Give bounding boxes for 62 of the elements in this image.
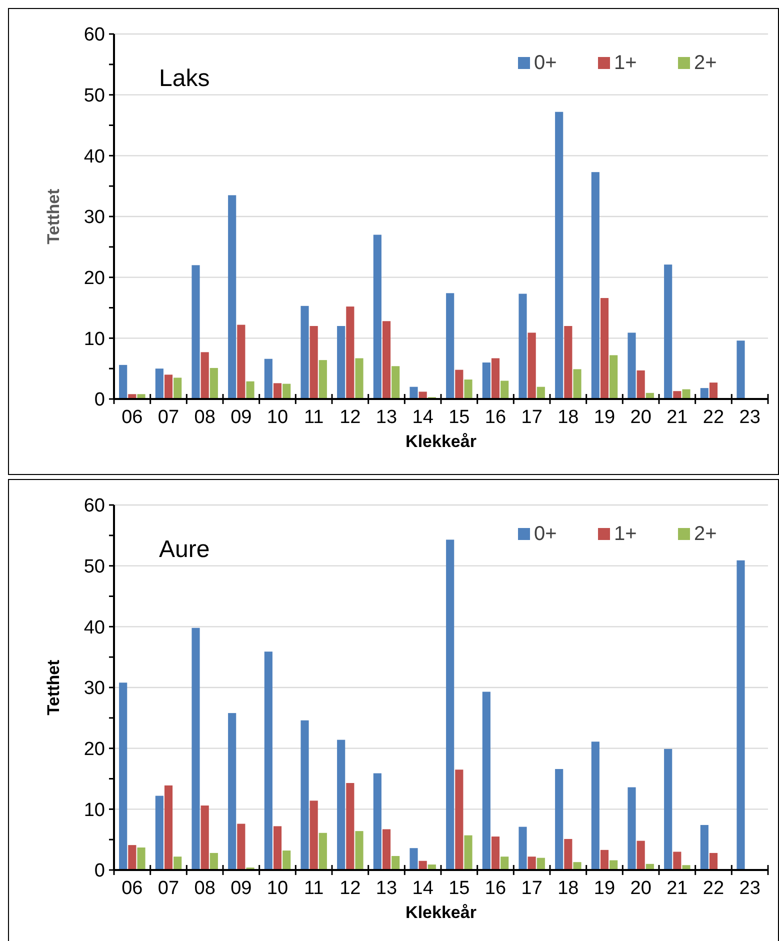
- y-tick-label: 30: [84, 207, 105, 228]
- x-axis-title: Klekkeår: [406, 903, 477, 922]
- legend-label: 1+: [614, 52, 637, 74]
- x-tick-label: 06: [122, 407, 143, 428]
- x-tick-label: 11: [304, 407, 324, 428]
- y-tick-label: 50: [84, 85, 105, 106]
- x-tick-label: 09: [230, 878, 252, 899]
- x-tick-label: 12: [340, 878, 361, 899]
- x-tick-label: 07: [158, 407, 180, 428]
- y-tick-label: 60: [84, 496, 105, 517]
- x-tick-label: 13: [376, 407, 398, 428]
- x-tick-label: 14: [412, 407, 434, 428]
- x-tick-label: 07: [158, 878, 180, 899]
- legend-label: 2+: [694, 523, 717, 545]
- y-tick-label: 30: [84, 678, 105, 700]
- text: Laks: [159, 65, 210, 92]
- y-tick-label: 40: [84, 617, 105, 638]
- x-tick-label: 14: [412, 878, 434, 899]
- x-tick-label: 10: [266, 407, 288, 428]
- x-axis-title: Klekkeår: [406, 432, 477, 451]
- x-tick-label: 08: [194, 878, 216, 899]
- x-tick-label: 15: [448, 878, 470, 899]
- x-tick-label: 12: [340, 407, 361, 428]
- legend-label: 0+: [534, 523, 557, 545]
- y-axis-title: Tetthet: [44, 659, 63, 716]
- x-tick-label: 19: [594, 878, 616, 899]
- y-tick-label: 10: [84, 800, 105, 821]
- x-tick-label: 20: [630, 878, 652, 899]
- x-tick-label: 21: [666, 878, 688, 899]
- x-tick-label: 19: [594, 407, 616, 428]
- x-tick-label: 08: [194, 407, 216, 428]
- y-tick-label: 40: [84, 146, 105, 168]
- legend-label: 2+: [694, 52, 717, 74]
- x-tick-label: 18: [558, 878, 579, 899]
- x-tick-label: 16: [484, 878, 506, 899]
- x-tick-label: 17: [521, 878, 542, 899]
- y-tick-label: 0: [94, 390, 105, 411]
- legend-label: 0+: [534, 52, 557, 74]
- x-tick-label: 15: [448, 407, 470, 428]
- x-tick-label: 18: [558, 407, 579, 428]
- x-tick-label: 10: [266, 878, 288, 899]
- text: Aure: [159, 536, 210, 563]
- x-tick-label: 13: [376, 878, 398, 899]
- x-tick-label: 21: [666, 407, 688, 428]
- legend-label: 1+: [614, 523, 637, 545]
- x-tick-label: 23: [739, 407, 760, 428]
- x-tick-label: 22: [702, 407, 724, 428]
- y-tick-label: 20: [84, 738, 105, 760]
- y-tick-label: 50: [84, 556, 105, 578]
- x-tick-label: 09: [230, 407, 252, 428]
- x-tick-label: 20: [630, 407, 652, 428]
- x-tick-label: 11: [304, 878, 324, 899]
- y-tick-label: 0: [94, 860, 105, 882]
- x-tick-label: 23: [739, 878, 760, 899]
- x-tick-label: 17: [521, 407, 542, 428]
- y-tick-label: 60: [84, 24, 105, 46]
- y-tick-label: 20: [84, 268, 105, 289]
- x-tick-label: 22: [702, 878, 724, 899]
- y-axis-title: Tetthet: [44, 188, 63, 244]
- x-tick-label: 06: [122, 878, 143, 899]
- x-tick-label: 16: [484, 407, 506, 428]
- y-tick-label: 10: [84, 328, 105, 350]
